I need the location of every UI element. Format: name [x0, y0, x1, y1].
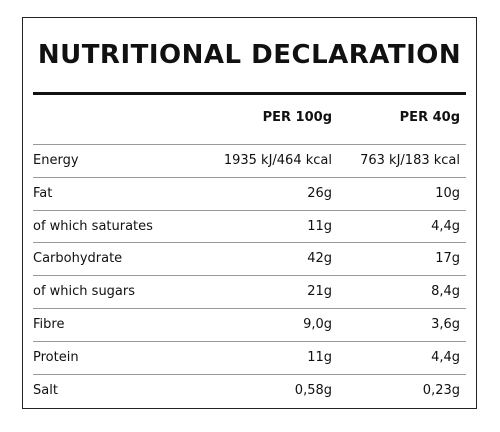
table-row: Carbohydrate 42g 17g — [33, 242, 466, 275]
nutrient-value: 42g — [307, 251, 332, 267]
nutrient-label: of which saturates — [33, 218, 153, 234]
nutrient-label: of which sugars — [33, 284, 136, 300]
nutrient-value: 11g — [307, 218, 332, 234]
title: NUTRITIONAL DECLARATION — [37, 40, 462, 70]
nutrient-value: 0,58g — [294, 382, 332, 398]
table-row: Fat 26g 10g — [33, 176, 466, 210]
table-header: PER 100g PER 40g — [33, 110, 466, 130]
nutrition-card: NUTRITIONAL DECLARATION PER 100g PER 40g… — [22, 17, 477, 409]
nutrient-label: Salt — [33, 382, 58, 398]
nutrient-value: 763 kJ/183 kcal — [360, 153, 460, 168]
table-row: Fibre 9,0g 3,6g — [33, 307, 466, 341]
nutrient-label: Carbohydrate — [33, 251, 123, 267]
nutrient-value: 9,0g — [303, 316, 332, 332]
nutrient-value: 4,4g — [431, 349, 460, 365]
nutrient-value: 3,6g — [431, 316, 460, 332]
nutrient-value: 21g — [307, 284, 332, 300]
nutrient-value: 26g — [307, 185, 332, 201]
nutrient-value: 0,23g — [422, 382, 460, 398]
nutrient-value: 4,4g — [431, 218, 460, 234]
nutrient-value: 17g — [435, 251, 460, 267]
table-row: Salt 0,58g 0,23g — [33, 373, 466, 407]
nutrient-value: 1935 kJ/464 kcal — [223, 153, 332, 168]
nutrient-value: 8,4g — [431, 284, 460, 300]
table-body: Energy 1935 kJ/464 kcal 763 kJ/183 kcal Fat… — [33, 144, 466, 406]
nutrient-label: Energy — [33, 153, 79, 168]
column-header: PER 100g — [262, 110, 332, 125]
table-row: Energy 1935 kJ/464 kcal 763 kJ/183 kcal — [33, 144, 466, 177]
nutrient-label: Fat — [33, 185, 53, 201]
nutrient-value: 11g — [307, 349, 332, 365]
nutrient-label: Fibre — [33, 316, 65, 332]
column-header: PER 40g — [399, 110, 460, 125]
divider — [33, 92, 466, 95]
table-row: of which saturates 11g 4,4g — [33, 209, 466, 243]
table-row: Protein 11g 4,4g — [33, 340, 466, 374]
nutrient-label: Protein — [33, 349, 79, 365]
nutrient-value: 10g — [435, 185, 460, 201]
table-row: of which sugars 21g 8,4g — [33, 275, 466, 308]
